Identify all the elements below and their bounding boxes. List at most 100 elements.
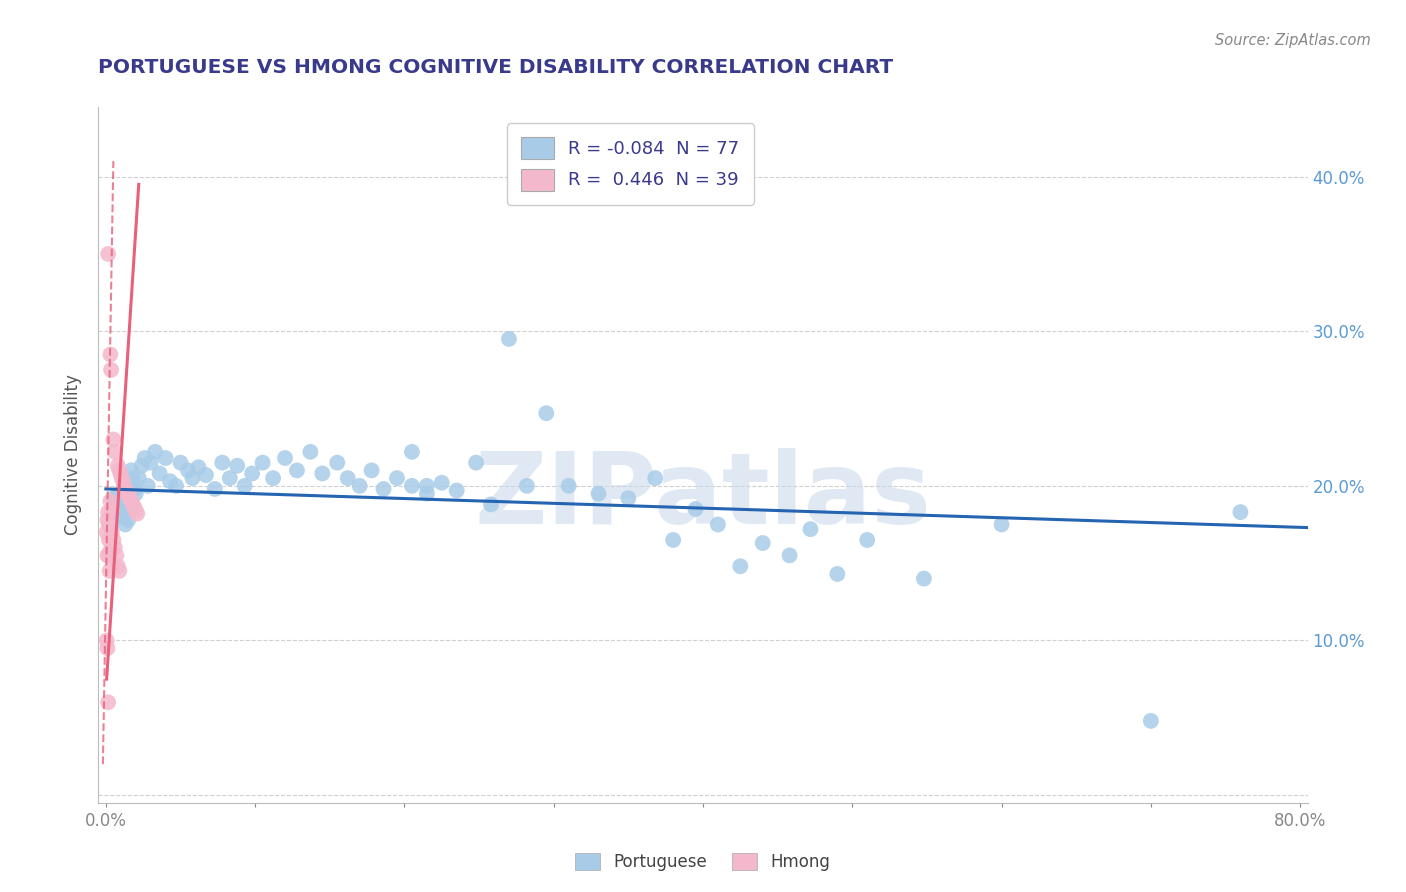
- Point: [479, 497, 502, 511]
- Point: [498, 332, 520, 346]
- Point: [685, 502, 707, 516]
- Point: [326, 456, 349, 470]
- Point: [1140, 714, 1163, 728]
- Point: [97, 695, 120, 709]
- Point: [274, 450, 297, 465]
- Point: [194, 468, 217, 483]
- Point: [111, 473, 134, 487]
- Point: [233, 479, 256, 493]
- Point: [103, 491, 125, 506]
- Point: [349, 479, 371, 493]
- Point: [104, 445, 127, 459]
- Point: [125, 503, 148, 517]
- Point: [149, 467, 172, 481]
- Point: [536, 406, 558, 420]
- Point: [707, 517, 730, 532]
- Point: [226, 458, 249, 473]
- Point: [990, 517, 1012, 532]
- Point: [96, 549, 118, 563]
- Point: [98, 494, 121, 508]
- Point: [218, 471, 240, 485]
- Point: [827, 566, 849, 581]
- Point: [100, 363, 122, 377]
- Point: [127, 507, 149, 521]
- Point: [110, 468, 132, 483]
- Point: [115, 505, 138, 519]
- Point: [204, 482, 226, 496]
- Point: [159, 474, 181, 488]
- Point: [118, 499, 141, 513]
- Point: [107, 502, 129, 516]
- Point: [114, 517, 136, 532]
- Point: [211, 456, 233, 470]
- Point: [262, 471, 284, 485]
- Point: [155, 450, 177, 465]
- Point: [416, 486, 439, 500]
- Point: [311, 467, 333, 481]
- Point: [588, 486, 610, 500]
- Point: [104, 541, 127, 555]
- Point: [385, 471, 408, 485]
- Point: [416, 479, 439, 493]
- Point: [446, 483, 468, 498]
- Point: [285, 463, 308, 477]
- Point: [118, 491, 141, 506]
- Text: Source: ZipAtlas.com: Source: ZipAtlas.com: [1215, 33, 1371, 48]
- Point: [799, 522, 821, 536]
- Point: [430, 475, 453, 490]
- Point: [240, 467, 263, 481]
- Point: [101, 525, 124, 540]
- Point: [131, 458, 153, 473]
- Legend: Portuguese, Hmong: Portuguese, Hmong: [568, 847, 838, 878]
- Point: [143, 445, 166, 459]
- Point: [98, 564, 121, 578]
- Point: [117, 488, 139, 502]
- Point: [662, 533, 685, 547]
- Point: [120, 494, 142, 508]
- Point: [165, 479, 187, 493]
- Point: [617, 491, 640, 506]
- Point: [97, 247, 120, 261]
- Point: [108, 463, 131, 477]
- Point: [96, 633, 118, 648]
- Point: [111, 509, 134, 524]
- Point: [187, 460, 209, 475]
- Point: [401, 479, 423, 493]
- Point: [115, 485, 138, 500]
- Point: [96, 525, 118, 540]
- Point: [105, 549, 128, 563]
- Point: [139, 456, 162, 470]
- Point: [112, 479, 135, 493]
- Point: [730, 559, 752, 574]
- Point: [117, 513, 139, 527]
- Point: [120, 463, 142, 477]
- Point: [169, 456, 191, 470]
- Point: [1229, 505, 1251, 519]
- Point: [103, 533, 125, 547]
- Point: [912, 572, 935, 586]
- Point: [181, 471, 204, 485]
- Point: [108, 486, 131, 500]
- Point: [97, 549, 120, 563]
- Point: [134, 450, 156, 465]
- Text: PORTUGUESE VS HMONG COGNITIVE DISABILITY CORRELATION CHART: PORTUGUESE VS HMONG COGNITIVE DISABILITY…: [98, 58, 894, 77]
- Point: [108, 564, 131, 578]
- Point: [105, 494, 128, 508]
- Point: [360, 463, 382, 477]
- Point: [101, 502, 124, 516]
- Point: [644, 471, 666, 485]
- Text: ZIPatlas: ZIPatlas: [475, 448, 931, 545]
- Point: [98, 347, 121, 361]
- Point: [465, 456, 488, 470]
- Point: [107, 458, 129, 473]
- Point: [751, 536, 773, 550]
- Point: [98, 543, 121, 558]
- Point: [779, 549, 801, 563]
- Point: [122, 500, 145, 515]
- Point: [136, 479, 159, 493]
- Point: [557, 479, 579, 493]
- Point: [299, 445, 322, 459]
- Point: [516, 479, 538, 493]
- Point: [110, 497, 132, 511]
- Point: [96, 641, 118, 656]
